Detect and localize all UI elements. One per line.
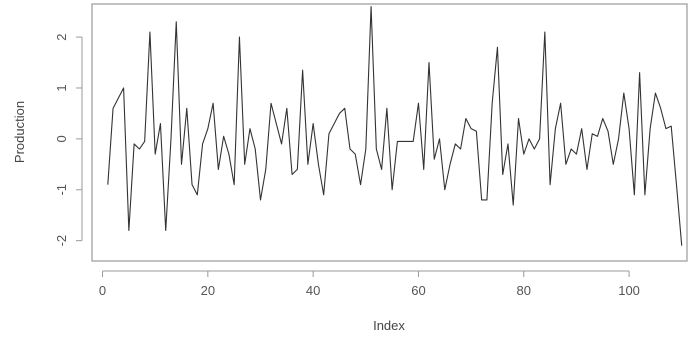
y-tick-label: 1 (54, 84, 69, 91)
x-axis: 0 20 40 60 80 100 (99, 270, 640, 298)
x-tick-label: 80 (517, 283, 531, 298)
y-axis: -2 -1 0 1 2 (54, 33, 83, 247)
series-layer (107, 5, 683, 246)
plot-border (91, 3, 688, 262)
series-line (107, 5, 683, 246)
y-tick-label: 0 (54, 135, 69, 142)
x-tick-label: 0 (99, 283, 106, 298)
x-tick-label: 60 (411, 283, 425, 298)
y-tick-label: -2 (54, 235, 69, 247)
x-axis-title: Index (373, 318, 405, 333)
x-tick-label: 100 (618, 283, 640, 298)
x-tick-label: 20 (201, 283, 215, 298)
y-tick-label: -1 (54, 184, 69, 196)
x-tick-label: 40 (306, 283, 320, 298)
y-tick-label: 2 (54, 33, 69, 40)
y-axis-title: Production (12, 101, 27, 163)
